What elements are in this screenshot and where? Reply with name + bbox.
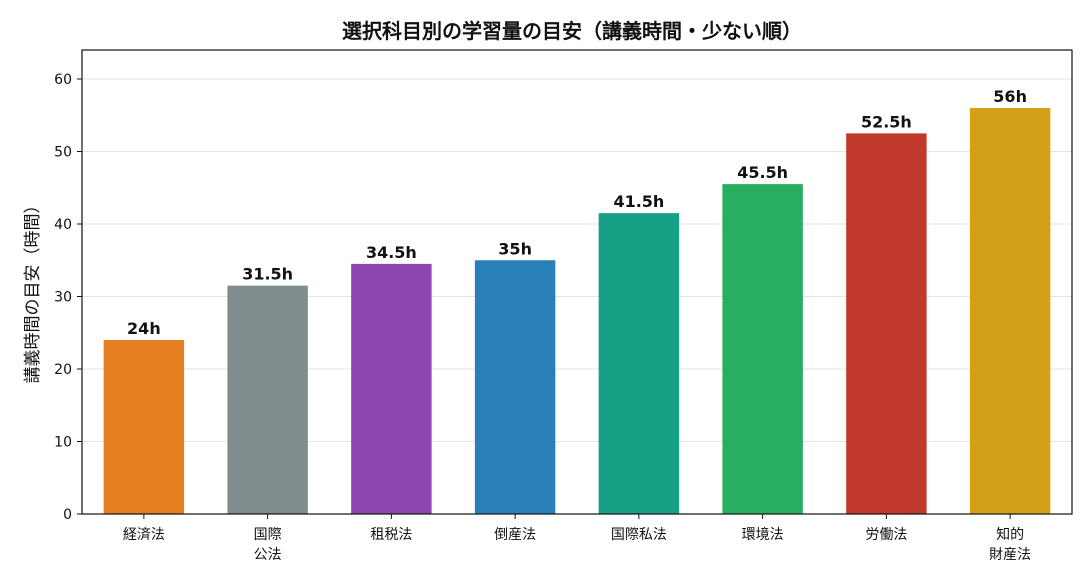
chart-title: 選択科目別の学習量の目安（講義時間・少ない順） [342,19,802,43]
y-tick-label: 20 [54,362,72,378]
data-label: 31.5h [242,265,293,284]
x-tick-label: 経済法 [123,527,165,543]
x-axis-categories: 経済法 国際公法 租税法 倒産法 国際私法 環境法 労働法 知的財産法 [123,514,1031,563]
y-axis-ticks: 0 10 20 30 40 50 60 [54,72,82,523]
x-tick-label: 国際私法 [611,527,667,543]
x-tick-label: 倒産法 [494,527,536,543]
data-label: 34.5h [366,243,417,262]
x-tick-label-line: 労働法 [865,527,907,543]
x-tick-label-line: 国際 [254,527,282,543]
data-label: 45.5h [737,163,788,182]
y-tick-label: 60 [54,72,72,88]
bar [474,260,556,514]
data-label: 35h [498,239,532,258]
bar [598,213,680,514]
x-tick-label: 環境法 [742,527,784,543]
y-tick-label: 30 [54,290,72,306]
x-tick-label-line: 経済法 [123,527,165,543]
x-tick-label: 知的財産法 [989,526,1031,563]
x-tick-label-line: 公法 [254,547,282,563]
y-tick-label: 0 [63,507,72,523]
bars [103,108,1051,514]
x-tick-label-line: 国際私法 [611,527,667,543]
y-axis-label: 講義時間の目安（時間） [23,197,43,384]
x-tick-label-line: 財産法 [989,547,1031,563]
data-label: 52.5h [861,112,912,131]
bar [351,263,432,514]
x-tick-label: 労働法 [865,527,907,543]
y-tick-label: 40 [54,217,72,233]
x-tick-label-line: 環境法 [742,527,784,543]
data-labels: 24h 31.5h 34.5h 35h 41.5h 45.5h 52.5h 56h [127,87,1027,338]
data-label: 56h [993,87,1027,106]
data-label: 24h [127,319,161,338]
data-label: 41.5h [613,192,664,211]
y-tick-label: 50 [54,145,72,161]
bar [969,108,1051,514]
x-tick-label-line: 倒産法 [494,527,536,543]
x-tick-label-line: 知的 [996,526,1024,543]
x-tick-label-line: 租税法 [370,527,412,543]
x-tick-label: 租税法 [370,527,412,543]
x-tick-label: 国際公法 [254,527,282,563]
bar [846,133,927,514]
plot-frame [81,49,1073,515]
y-tick-label: 10 [54,435,72,451]
bar [227,285,308,514]
bar [722,184,803,514]
bar [103,340,185,514]
